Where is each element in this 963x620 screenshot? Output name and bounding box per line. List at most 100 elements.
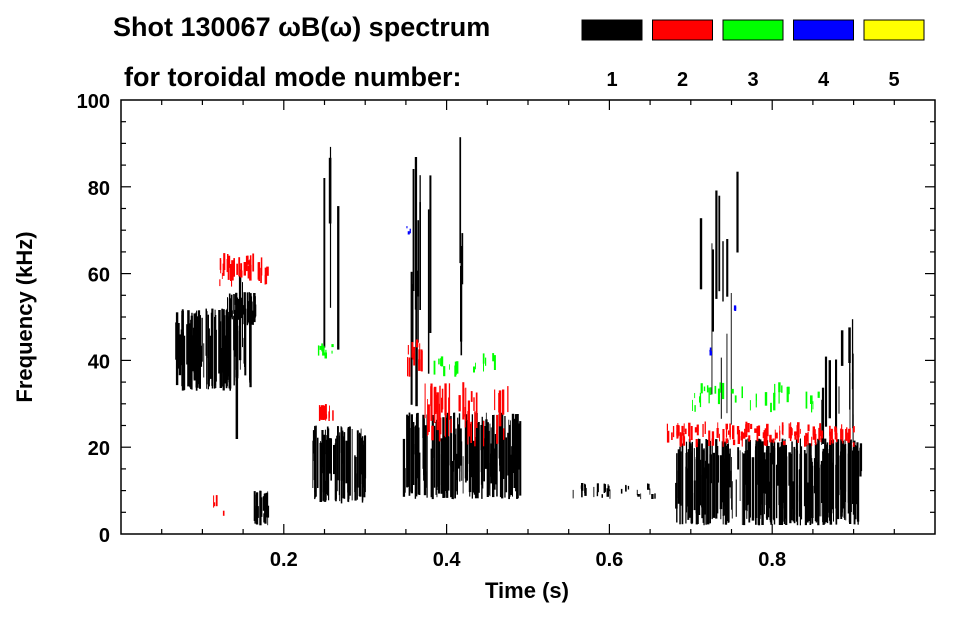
spectral-mark-mode-2 xyxy=(727,430,730,435)
spectral-mark-mode-2 xyxy=(694,427,698,433)
spectral-mark-mode-1 xyxy=(844,448,847,492)
legend-label-mode-5: 5 xyxy=(888,69,899,91)
spectral-mark-mode-1 xyxy=(351,429,353,501)
spectral-mark-mode-1 xyxy=(759,439,762,516)
spectral-mark-mode-1 xyxy=(242,305,245,315)
spectral-mark-mode-1 xyxy=(431,415,434,500)
spectral-mark-mode-1 xyxy=(687,449,691,517)
spectral-mark-mode-3 xyxy=(770,402,772,413)
spectral-mark-mode-2 xyxy=(815,433,817,446)
spectral-mark-mode-1 xyxy=(337,426,339,481)
spectral-mark-mode-2 xyxy=(812,430,815,440)
spectral-mark-mode-1 xyxy=(784,444,787,519)
spectral-mark-mode-2 xyxy=(766,424,769,434)
spectral-mark-mode-1 xyxy=(711,249,714,332)
spectral-mark-mode-1 xyxy=(508,419,510,475)
spectral-mark-mode-1 xyxy=(361,438,363,475)
spectral-mark-mode-1 xyxy=(249,322,251,384)
spectral-mark-mode-1 xyxy=(221,308,224,373)
spectral-mark-mode-2 xyxy=(467,400,470,437)
spectral-mark-mode-1 xyxy=(414,444,417,499)
spectral-mark-mode-2 xyxy=(407,357,409,377)
spectral-mark-mode-2 xyxy=(679,438,682,446)
spectral-mark-mode-2 xyxy=(741,436,743,447)
legend-label-mode-1: 1 xyxy=(606,69,617,91)
spectral-mark-mode-2 xyxy=(419,343,421,363)
spectral-mark-mode-1 xyxy=(334,443,337,501)
spectral-mark-mode-1 xyxy=(857,470,859,518)
spectral-mark-mode-1 xyxy=(825,449,829,513)
spectral-mark-mode-2 xyxy=(239,270,243,278)
region-mode-1 xyxy=(459,137,464,356)
spectral-mark-mode-1 xyxy=(459,137,462,264)
spectral-mark-mode-1 xyxy=(775,464,778,519)
spectral-mark-mode-1 xyxy=(748,449,751,523)
spectral-mark-mode-1 xyxy=(691,458,693,525)
spectral-mark-mode-2 xyxy=(790,428,793,436)
spectral-mark-mode-1 xyxy=(317,437,319,488)
spectral-mark-mode-3 xyxy=(719,382,721,393)
spectral-mark-mode-2 xyxy=(222,510,225,516)
spectral-mark-mode-2 xyxy=(465,387,467,422)
spectral-mark-mode-1 xyxy=(844,488,846,520)
spectral-mark-mode-2 xyxy=(433,386,437,414)
spectral-mark-mode-1 xyxy=(769,481,772,521)
spectral-mark-mode-1 xyxy=(636,489,638,496)
spectral-mark-mode-1 xyxy=(314,427,317,493)
spectral-mark-mode-1 xyxy=(362,444,364,488)
spectral-mark-mode-1 xyxy=(828,360,831,419)
spectral-mark-mode-1 xyxy=(504,416,506,498)
spectral-mark-mode-2 xyxy=(742,432,746,439)
spectral-mark-mode-1 xyxy=(453,412,455,472)
spectral-mark-mode-1 xyxy=(192,327,195,370)
spectral-mark-mode-1 xyxy=(218,325,221,368)
spectral-mark-mode-1 xyxy=(427,209,430,374)
spectral-mark-mode-1 xyxy=(681,443,684,525)
spectral-mark-mode-1 xyxy=(601,494,603,498)
spectral-mark-mode-3 xyxy=(699,396,701,403)
spectral-mark-mode-2 xyxy=(252,253,255,272)
spectral-mark-mode-2 xyxy=(683,423,685,433)
spectral-mark-mode-1 xyxy=(411,436,414,467)
spectral-mark-mode-2 xyxy=(799,428,801,434)
spectral-mark-mode-1 xyxy=(333,445,336,475)
spectral-mark-mode-2 xyxy=(467,411,469,445)
spectral-mark-mode-2 xyxy=(474,411,476,447)
spectral-mark-mode-1 xyxy=(465,434,467,483)
spectral-mark-mode-3 xyxy=(709,387,712,395)
spectral-mark-mode-2 xyxy=(249,255,252,276)
spectral-mark-mode-3 xyxy=(721,382,725,400)
spectral-mark-mode-3 xyxy=(454,361,457,375)
spectral-mark-mode-2 xyxy=(475,392,478,428)
spectral-mark-mode-1 xyxy=(360,428,362,465)
spectral-mark-mode-2 xyxy=(240,263,243,273)
spectral-mark-mode-2 xyxy=(690,426,693,441)
spectral-mark-mode-2 xyxy=(666,430,670,443)
spectral-mark-mode-1 xyxy=(499,417,502,498)
spectral-mark-mode-1 xyxy=(853,468,855,506)
spectral-mark-mode-2 xyxy=(264,267,268,285)
spectral-mark-mode-2 xyxy=(736,426,740,435)
spectral-mark-mode-1 xyxy=(832,458,834,484)
spectral-mark-mode-2 xyxy=(233,258,235,277)
spectral-mark-mode-1 xyxy=(444,435,446,498)
spectral-mark-mode-1 xyxy=(457,430,460,469)
spectral-mark-mode-4 xyxy=(406,226,408,229)
spectral-mark-mode-3 xyxy=(324,352,327,359)
spectral-mark-mode-2 xyxy=(473,397,475,411)
spectral-mark-mode-1 xyxy=(512,419,513,497)
x-tick-label: 0.6 xyxy=(595,549,623,571)
spectral-mark-mode-1 xyxy=(791,441,793,521)
spectral-mark-mode-1 xyxy=(509,424,511,497)
spectral-mark-mode-1 xyxy=(182,345,184,384)
spectral-mark-mode-1 xyxy=(266,505,270,518)
spectral-mark-mode-1 xyxy=(798,469,802,517)
spectral-mark-mode-2 xyxy=(448,397,450,437)
spectral-mark-mode-2 xyxy=(411,347,414,358)
axes: 0.2 0.4 0.6 0.8 0 20 40 60 80 100 xyxy=(77,91,935,571)
spectral-mark-mode-3 xyxy=(706,385,709,393)
spectral-mark-mode-1 xyxy=(726,239,729,297)
spectral-mark-mode-2 xyxy=(681,425,684,436)
spectral-mark-mode-3 xyxy=(449,364,450,370)
spectral-mark-mode-1 xyxy=(699,218,703,290)
